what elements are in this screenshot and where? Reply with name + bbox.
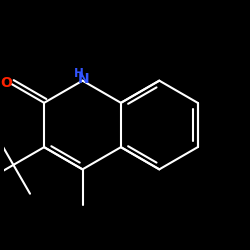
Text: N: N <box>78 72 89 86</box>
Text: O: O <box>0 76 12 90</box>
Text: H: H <box>74 67 84 80</box>
